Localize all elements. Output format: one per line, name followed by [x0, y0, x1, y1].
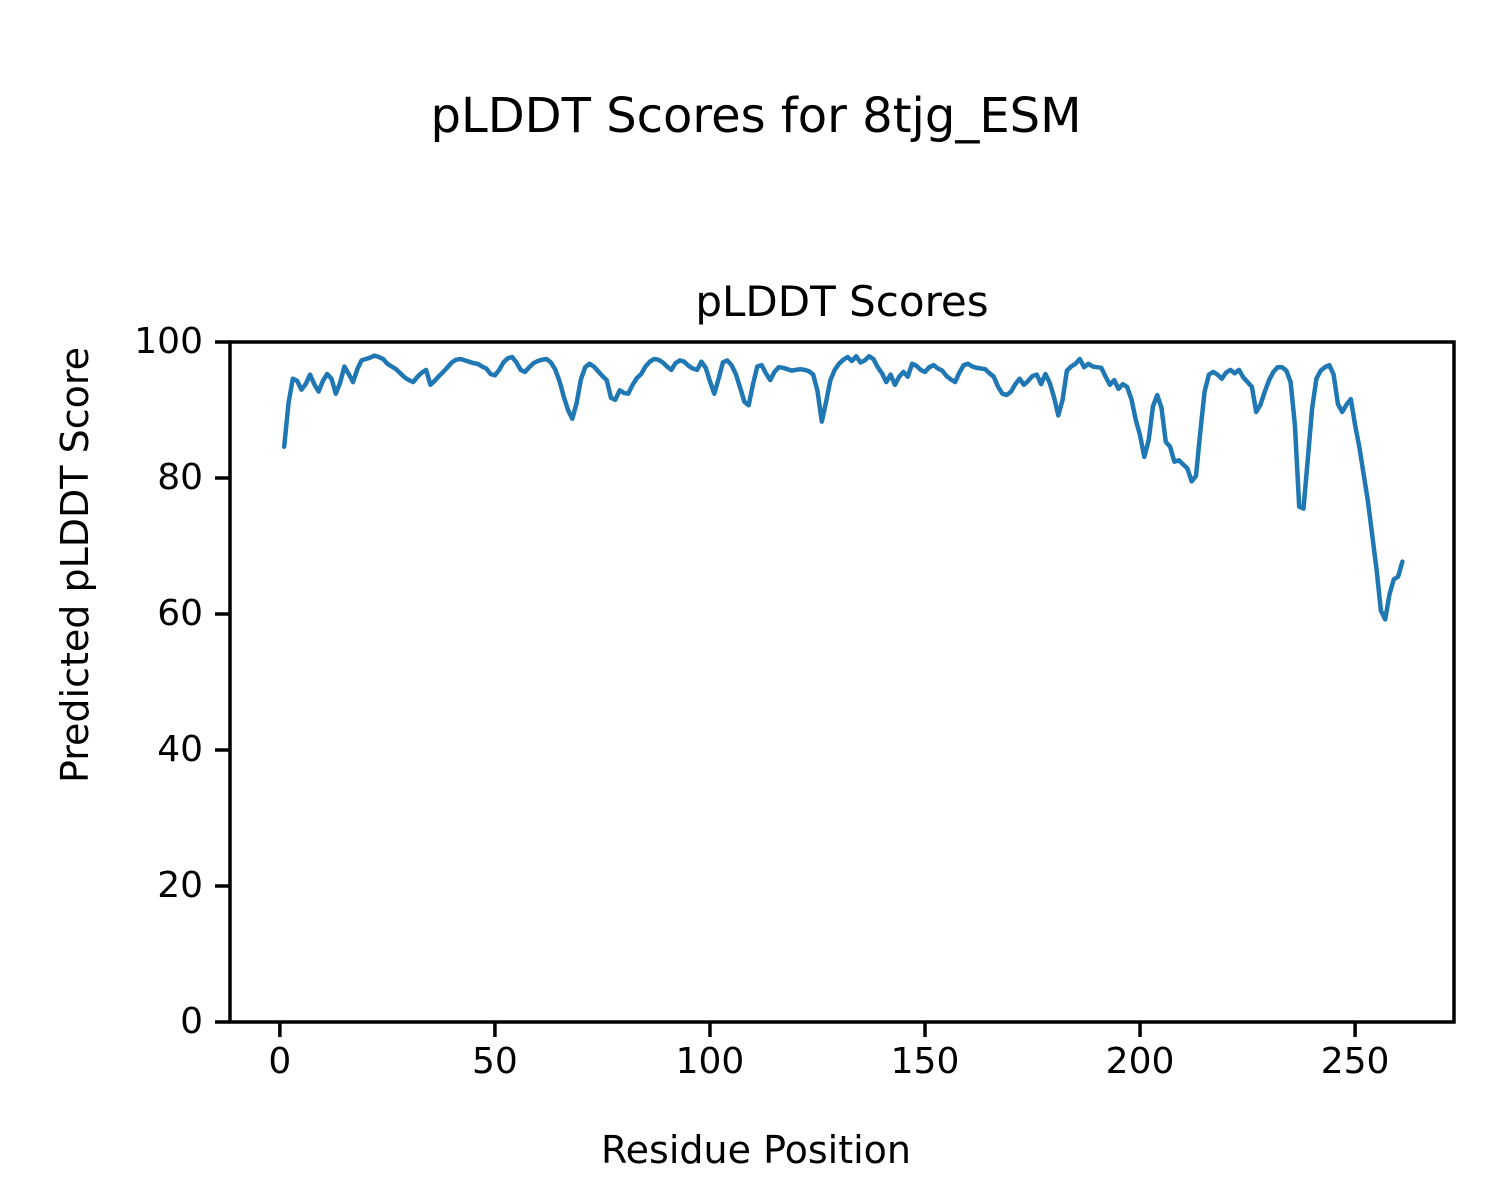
x-tick-label: 200 [1105, 1041, 1175, 1082]
y-tick-label: 0 [180, 1001, 203, 1042]
y-tick-label: 60 [157, 593, 203, 634]
x-tick-label: 50 [472, 1041, 518, 1082]
x-axis-label: Residue Position [600, 1128, 912, 1172]
data-line [281, 353, 1405, 622]
y-tick-label: 80 [157, 457, 203, 498]
y-tick-label: 20 [157, 865, 203, 906]
y-axis-label: Predicted pLDDT Score [53, 347, 97, 783]
x-tick-label: 250 [1320, 1041, 1390, 1082]
tick-marks [215, 340, 1357, 1037]
plot-border [228, 340, 1456, 1024]
x-tick-label: 150 [890, 1041, 960, 1082]
x-tick-label: 0 [268, 1041, 292, 1082]
y-tick-label: 100 [134, 321, 203, 362]
y-tick-label: 40 [157, 729, 203, 770]
x-tick-label: 100 [675, 1041, 745, 1082]
figure-title: pLDDT Scores for 8tjg_ESM [430, 88, 1082, 144]
axes-title: pLDDT Scores [695, 277, 989, 326]
